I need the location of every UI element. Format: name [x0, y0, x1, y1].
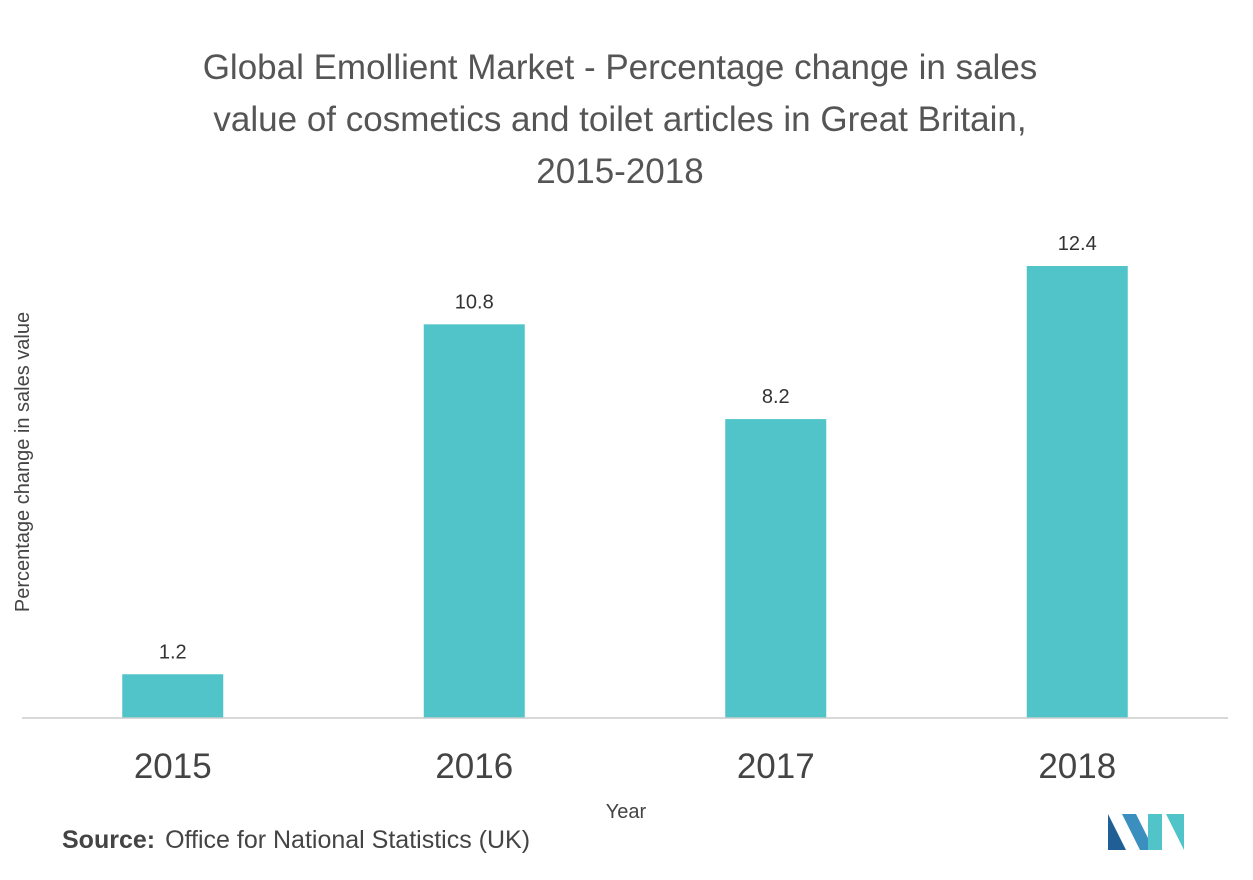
x-axis-label: Year [606, 801, 647, 823]
logo-shape-accent [1166, 814, 1184, 850]
bar-2018 [1026, 266, 1128, 718]
x-tick-label-2018: 2018 [1038, 747, 1116, 786]
data-label-2016: 10.8 [455, 291, 494, 313]
x-tick-label-2015: 2015 [134, 747, 212, 786]
bar-2016 [423, 324, 525, 718]
source-note: Source: Office for National Statistics (U… [62, 826, 530, 855]
y-axis-label: Percentage change in sales value [12, 312, 34, 612]
bar-2017 [725, 419, 827, 718]
chart-title: Global Emollient Market - Percentage cha… [120, 42, 1120, 198]
logo-shape-left [1108, 814, 1126, 850]
bars-layer [122, 266, 1128, 718]
bar-2015 [122, 674, 224, 718]
source-text: Office for National Statistics (UK) [165, 826, 531, 854]
data-label-2018: 12.4 [1058, 233, 1097, 255]
mordor-intelligence-logo-icon [1108, 814, 1184, 850]
logo-shape-mid [1122, 814, 1154, 850]
logo-shape-right [1148, 814, 1162, 850]
x-tick-label-2017: 2017 [737, 747, 815, 786]
source-key: Source: [62, 826, 156, 854]
chart-title-line-1: Global Emollient Market - Percentage cha… [202, 48, 1038, 87]
x-tick-label-2016: 2016 [435, 747, 513, 786]
chart-title-line-3: 2015-2018 [536, 152, 704, 191]
data-label-2015: 1.2 [159, 641, 187, 663]
chart-title-line-2: value of cosmetics and toilet articles i… [213, 100, 1027, 139]
data-label-2017: 8.2 [762, 386, 790, 408]
